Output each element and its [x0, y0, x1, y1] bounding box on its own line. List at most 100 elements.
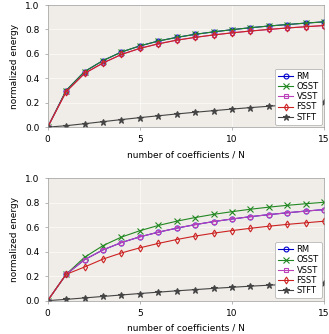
STFT	[138, 292, 142, 296]
FSST	[138, 46, 142, 50]
OSST	[322, 200, 326, 204]
FSST	[64, 90, 68, 94]
FSST	[83, 265, 87, 269]
FSST	[193, 35, 197, 39]
OSST	[119, 50, 123, 54]
Line: STFT: STFT	[44, 279, 328, 304]
VSST	[322, 208, 326, 212]
FSST	[212, 33, 215, 37]
Line: STFT: STFT	[44, 99, 328, 131]
VSST	[101, 61, 105, 65]
VSST	[83, 258, 87, 262]
OSST	[193, 32, 197, 36]
VSST	[230, 217, 234, 221]
STFT	[322, 281, 326, 285]
RM	[46, 299, 50, 303]
RM	[64, 89, 68, 93]
OSST	[304, 21, 308, 25]
STFT	[64, 297, 68, 301]
RM	[138, 44, 142, 48]
OSST	[212, 212, 215, 216]
OSST	[46, 125, 50, 129]
VSST	[212, 33, 215, 37]
OSST	[230, 28, 234, 32]
STFT	[119, 118, 123, 122]
STFT	[304, 282, 308, 286]
OSST	[212, 30, 215, 34]
RM	[156, 230, 160, 234]
OSST	[322, 20, 326, 24]
Line: VSST: VSST	[45, 207, 326, 303]
STFT	[267, 104, 271, 108]
OSST	[64, 272, 68, 276]
Y-axis label: normalized energy: normalized energy	[11, 23, 19, 109]
RM	[267, 24, 271, 28]
STFT	[304, 102, 308, 106]
RM	[175, 226, 179, 230]
OSST	[101, 243, 105, 247]
RM	[230, 217, 234, 221]
OSST	[285, 23, 289, 27]
OSST	[175, 35, 179, 39]
OSST	[175, 219, 179, 223]
VSST	[193, 223, 197, 227]
FSST	[46, 125, 50, 129]
RM	[46, 125, 50, 129]
STFT	[83, 296, 87, 300]
STFT	[248, 106, 252, 110]
Y-axis label: normalized energy: normalized energy	[11, 197, 19, 282]
Legend: RM, OSST, VSST, FSST, STFT: RM, OSST, VSST, FSST, STFT	[275, 69, 321, 125]
VSST	[46, 125, 50, 129]
RM	[285, 23, 289, 27]
STFT	[46, 299, 50, 303]
VSST	[156, 42, 160, 46]
STFT	[212, 109, 215, 113]
OSST	[285, 203, 289, 207]
STFT	[285, 103, 289, 107]
STFT	[212, 286, 215, 290]
STFT	[101, 120, 105, 124]
FSST	[248, 29, 252, 33]
FSST	[46, 299, 50, 303]
OSST	[138, 229, 142, 233]
OSST	[64, 89, 68, 93]
RM	[322, 208, 326, 212]
FSST	[193, 234, 197, 238]
FSST	[138, 246, 142, 250]
STFT	[64, 124, 68, 128]
VSST	[175, 226, 179, 230]
OSST	[138, 44, 142, 48]
OSST	[267, 205, 271, 209]
OSST	[46, 299, 50, 303]
VSST	[101, 248, 105, 252]
Line: OSST: OSST	[45, 199, 327, 304]
RM	[304, 209, 308, 213]
FSST	[248, 226, 252, 230]
FSST	[285, 26, 289, 30]
OSST	[248, 207, 252, 211]
X-axis label: number of coefficients / N: number of coefficients / N	[127, 150, 245, 159]
FSST	[267, 27, 271, 31]
STFT	[156, 290, 160, 294]
VSST	[304, 209, 308, 213]
VSST	[304, 25, 308, 29]
VSST	[138, 46, 142, 50]
STFT	[285, 282, 289, 286]
OSST	[101, 58, 105, 62]
STFT	[119, 293, 123, 297]
STFT	[230, 107, 234, 111]
STFT	[193, 110, 197, 114]
RM	[212, 30, 215, 34]
STFT	[46, 125, 50, 129]
Line: FSST: FSST	[45, 219, 326, 303]
STFT	[230, 285, 234, 289]
RM	[304, 21, 308, 25]
FSST	[230, 31, 234, 35]
RM	[267, 213, 271, 217]
VSST	[64, 90, 68, 94]
FSST	[304, 25, 308, 29]
VSST	[248, 215, 252, 219]
Line: OSST: OSST	[45, 19, 327, 130]
FSST	[175, 237, 179, 241]
RM	[119, 240, 123, 244]
